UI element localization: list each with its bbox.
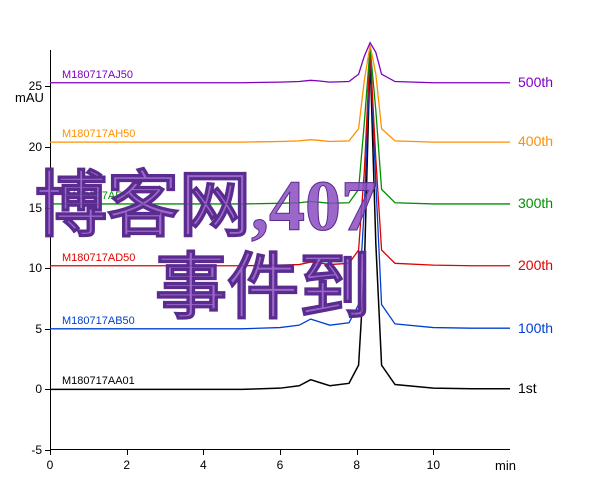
chart-container: mAUmin-5051015202502468101stM180717AA011… [0, 0, 600, 504]
chart-svg [0, 0, 600, 504]
series-line-1st [50, 56, 510, 389]
series-line-500th [50, 43, 510, 83]
series-line-100th [50, 52, 510, 328]
series-line-400th [50, 45, 510, 142]
series-line-300th [50, 48, 510, 204]
